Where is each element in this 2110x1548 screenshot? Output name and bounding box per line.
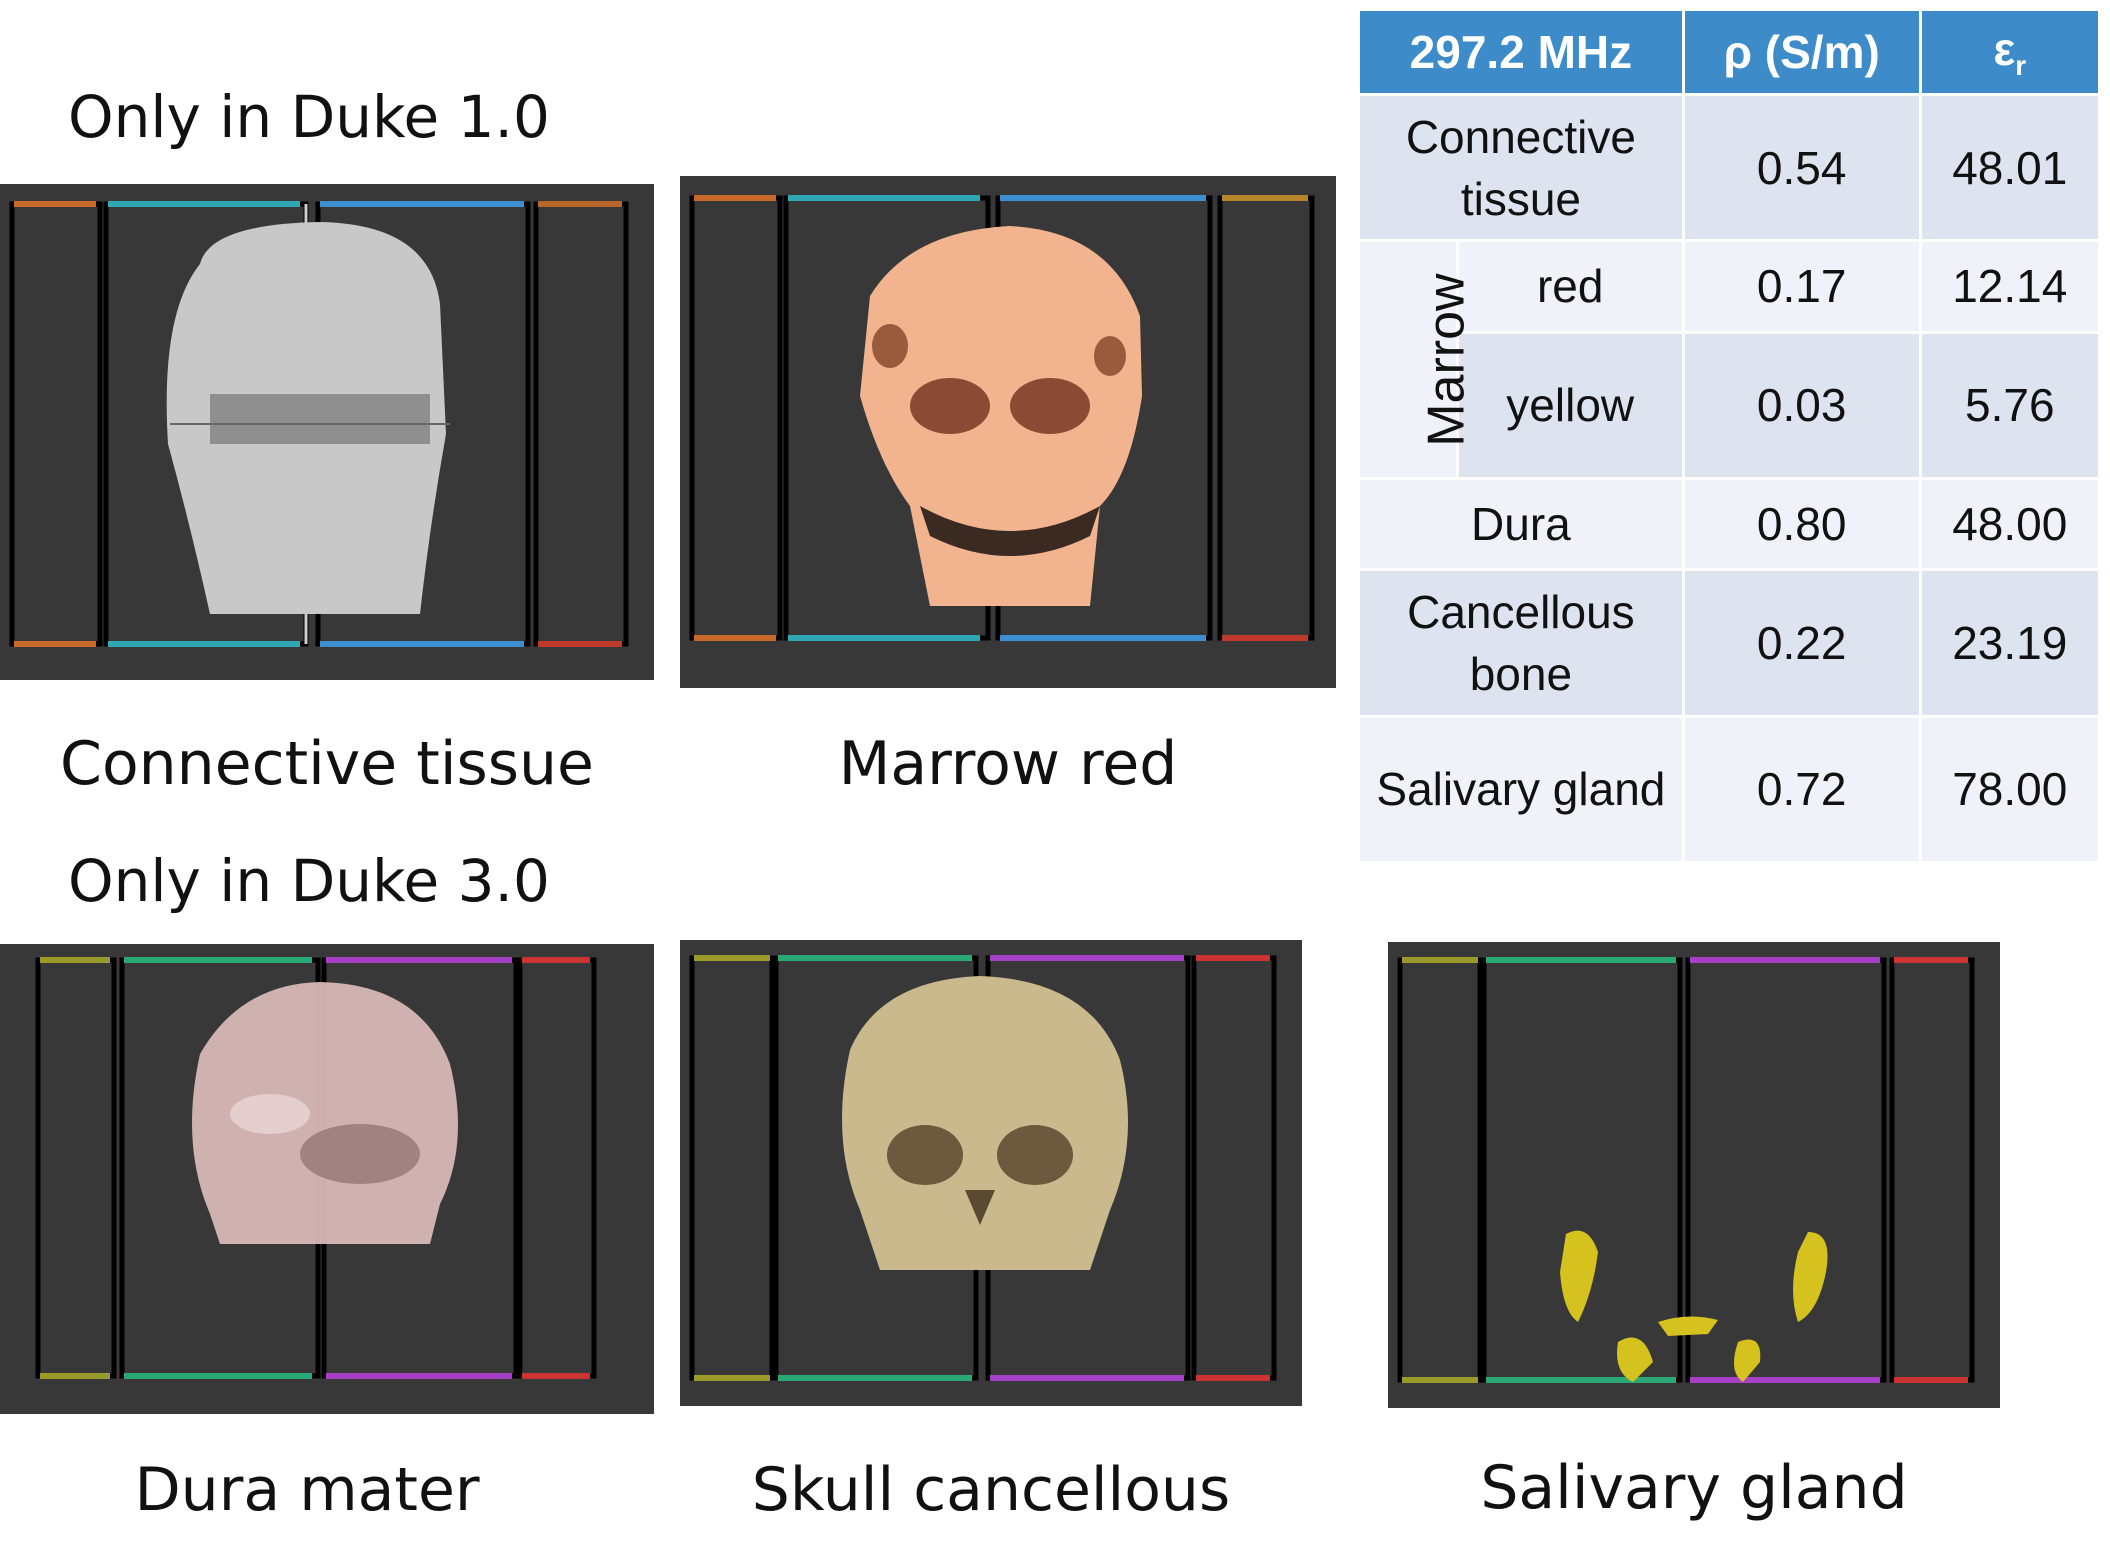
table-row: Dura 0.80 48.00 bbox=[1360, 479, 2098, 569]
panel-dura-mater bbox=[0, 944, 654, 1414]
table-row: Cancellous bone 0.22 23.19 bbox=[1360, 571, 2098, 715]
marrow-group-label: Marrow bbox=[1360, 242, 1476, 477]
tissue-name: yellow bbox=[1458, 333, 1682, 477]
table-row: Marrow red 0.17 12.14 bbox=[1360, 242, 2098, 477]
marrow-shape bbox=[860, 226, 1142, 606]
permittivity-value: 5.76 bbox=[1921, 333, 2098, 477]
heading-duke-3: Only in Duke 3.0 bbox=[68, 847, 550, 915]
header-frequency: 297.2 MHz bbox=[1360, 11, 1682, 93]
caption-dura-mater: Dura mater bbox=[134, 1455, 480, 1525]
table-row: yellow 0.03 5.76 bbox=[1360, 333, 2098, 477]
panel-skull-cancellous bbox=[680, 940, 1302, 1406]
tissue-name: Cancellous bone bbox=[1360, 571, 1682, 715]
salivary-shapes bbox=[1560, 1230, 1828, 1382]
heading-duke-1: Only in Duke 1.0 bbox=[68, 83, 550, 151]
tissue-properties-table: 297.2 MHz ρ (S/m) εr Connective tissue 0… bbox=[1357, 8, 2101, 864]
conductivity-value: 0.80 bbox=[1684, 479, 1919, 569]
header-permittivity: εr bbox=[1921, 11, 2098, 93]
permittivity-value: 48.01 bbox=[1921, 95, 2098, 240]
head-shape bbox=[166, 222, 450, 614]
skull-shape bbox=[842, 976, 1128, 1270]
panel-marrow-red bbox=[680, 176, 1336, 688]
table-row: Salivary gland 0.72 78.00 bbox=[1360, 717, 2098, 861]
permittivity-value: 23.19 bbox=[1921, 571, 2098, 715]
table-row: Connective tissue 0.54 48.01 bbox=[1360, 95, 2098, 240]
caption-skull-cancellous: Skull cancellous bbox=[751, 1455, 1231, 1525]
caption-connective-tissue: Connective tissue bbox=[60, 729, 594, 799]
conductivity-value: 0.22 bbox=[1684, 571, 1919, 715]
tissue-name: Connective tissue bbox=[1360, 95, 1682, 240]
table-header-row: 297.2 MHz ρ (S/m) εr bbox=[1360, 11, 2098, 93]
header-conductivity: ρ (S/m) bbox=[1684, 11, 1919, 93]
panel-salivary-gland bbox=[1388, 942, 2000, 1408]
permittivity-value: 12.14 bbox=[1921, 242, 2098, 331]
permittivity-value: 48.00 bbox=[1921, 479, 2098, 569]
caption-marrow-red: Marrow red bbox=[838, 729, 1178, 799]
panel-connective-tissue bbox=[0, 184, 654, 680]
tissue-name: red bbox=[1458, 242, 1682, 331]
conductivity-value: 0.17 bbox=[1684, 242, 1919, 331]
tissue-name: Salivary gland bbox=[1360, 717, 1682, 861]
conductivity-value: 0.72 bbox=[1684, 717, 1919, 861]
tissue-name: Dura bbox=[1360, 479, 1682, 569]
caption-salivary-gland: Salivary gland bbox=[1480, 1453, 1908, 1523]
permittivity-value: 78.00 bbox=[1921, 717, 2098, 861]
conductivity-value: 0.03 bbox=[1684, 333, 1919, 477]
conductivity-value: 0.54 bbox=[1684, 95, 1919, 240]
